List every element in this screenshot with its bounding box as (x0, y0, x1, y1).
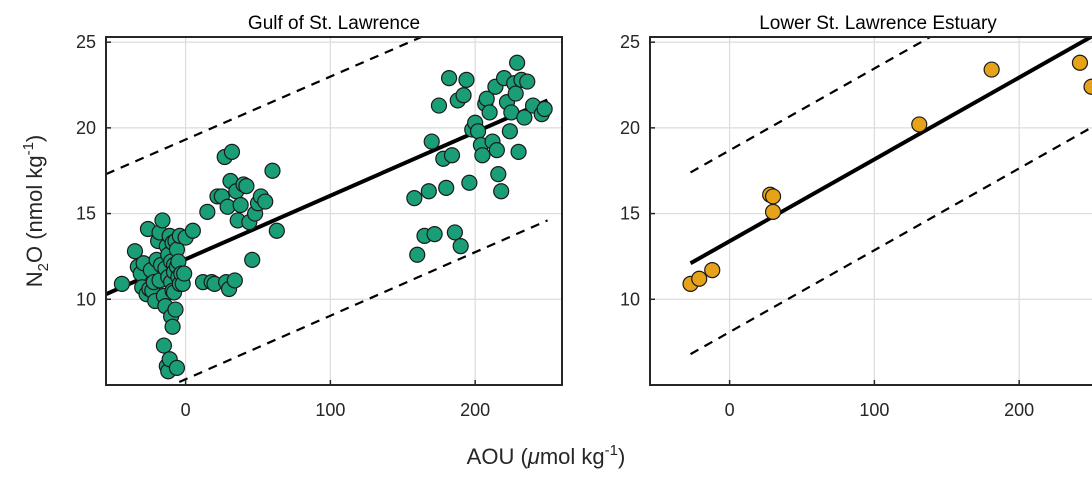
gulf-data-point (176, 265, 193, 282)
gulf-data-point (168, 359, 186, 376)
gulf-plot-frame (105, 36, 563, 386)
gulf-data-point (443, 147, 461, 164)
gulf-upper-bound-line (106, 37, 425, 176)
gulf-data-point (423, 133, 440, 150)
gulf-data-point (519, 73, 536, 90)
estuary-data-point (764, 188, 782, 205)
gulf-data-point (268, 222, 285, 239)
gulf-data-point (232, 196, 249, 214)
gulf-data-point (264, 162, 281, 179)
gulf-panel: 0 100 200 10 15 20 25 Gulf of St. Lawrence (76, 13, 563, 420)
estuary-chart-title: Lower St. Lawrence Estuary (759, 13, 997, 34)
gulf-data-point (501, 123, 518, 140)
gulf-data-point (507, 85, 524, 102)
estuary-x-tick-label: 200 (1004, 400, 1034, 420)
gulf-data-point (426, 226, 443, 243)
gulf-x-tick-label: 100 (315, 400, 345, 420)
estuary-fit-line (689, 37, 1092, 266)
estuary-panel: 0 100 200 10 15 20 25 Lower St. Lawrence Estua… (620, 13, 1092, 420)
gulf-y-tick-label: 10 (76, 289, 96, 309)
gulf-data-point (516, 109, 533, 126)
gulf-data-point (452, 238, 469, 255)
gulf-data-point (493, 183, 510, 200)
gulf-data-point (458, 71, 475, 88)
gulf-data-point (481, 104, 498, 121)
gulf-data-point (409, 246, 426, 263)
gulf-data-point (238, 178, 255, 195)
estuary-y-tick-label: 25 (620, 32, 640, 52)
gulf-x-tick-label: 0 (181, 400, 191, 420)
estuary-data-point (1071, 54, 1089, 71)
gulf-data-point (510, 143, 527, 160)
gulf-data-point (199, 203, 216, 220)
gulf-data-point (167, 301, 184, 318)
gulf-data-point (446, 224, 463, 241)
gulf-x-tick-label: 200 (460, 400, 490, 420)
gulf-y-tick-label: 15 (76, 204, 96, 224)
gulf-data-point (474, 147, 491, 164)
estuary-x-tick-label: 100 (859, 400, 889, 420)
gulf-data-point (226, 272, 243, 289)
gulf-data-point (488, 142, 505, 159)
estuary-data-point (1083, 78, 1092, 95)
gulf-data-point (257, 193, 274, 210)
estuary-lower-bound-line (689, 125, 1092, 356)
gulf-lower-bound-line (169, 219, 548, 385)
gulf-data-point (490, 166, 507, 183)
gulf-data-point (536, 100, 553, 118)
estuary-data-point (691, 270, 708, 287)
gulf-data-point (164, 318, 181, 335)
gulf-data-point (461, 174, 478, 191)
gulf-data-point (244, 251, 261, 268)
gulf-data-point (509, 54, 526, 71)
x-axis-label: AOU (μmol kg-1) (467, 442, 626, 469)
gulf-data-point (438, 179, 455, 196)
gulf-data-point (455, 87, 472, 104)
estuary-x-tick-label: 0 (725, 400, 735, 420)
gulf-data-point (430, 97, 448, 114)
estuary-y-tick-label: 15 (620, 204, 640, 224)
gulf-data-point (113, 275, 131, 292)
estuary-data-point (704, 262, 721, 279)
gulf-y-tick-label: 20 (76, 118, 96, 138)
estuary-y-tick-label: 10 (620, 289, 640, 309)
gulf-data-point (126, 243, 144, 260)
estuary-plot-frame (649, 36, 1092, 386)
gulf-chart-title: Gulf of St. Lawrence (248, 13, 420, 34)
gulf-data-point (155, 337, 173, 354)
gulf-data-point (469, 123, 487, 140)
gulf-data-point (440, 70, 458, 87)
gulf-y-tick-label: 25 (76, 32, 96, 52)
estuary-data-point (983, 61, 1000, 78)
gulf-data-point (406, 190, 423, 207)
gulf-data-point (223, 143, 241, 160)
gulf-data-point (154, 212, 171, 229)
estuary-y-tick-label: 20 (620, 118, 640, 138)
gulf-data-point (184, 222, 201, 239)
estuary-data-point (911, 116, 928, 133)
gulf-data-point (420, 183, 437, 200)
estuary-data-point (764, 203, 782, 220)
y-axis-label: N2O (nmol kg-1) (20, 135, 52, 288)
